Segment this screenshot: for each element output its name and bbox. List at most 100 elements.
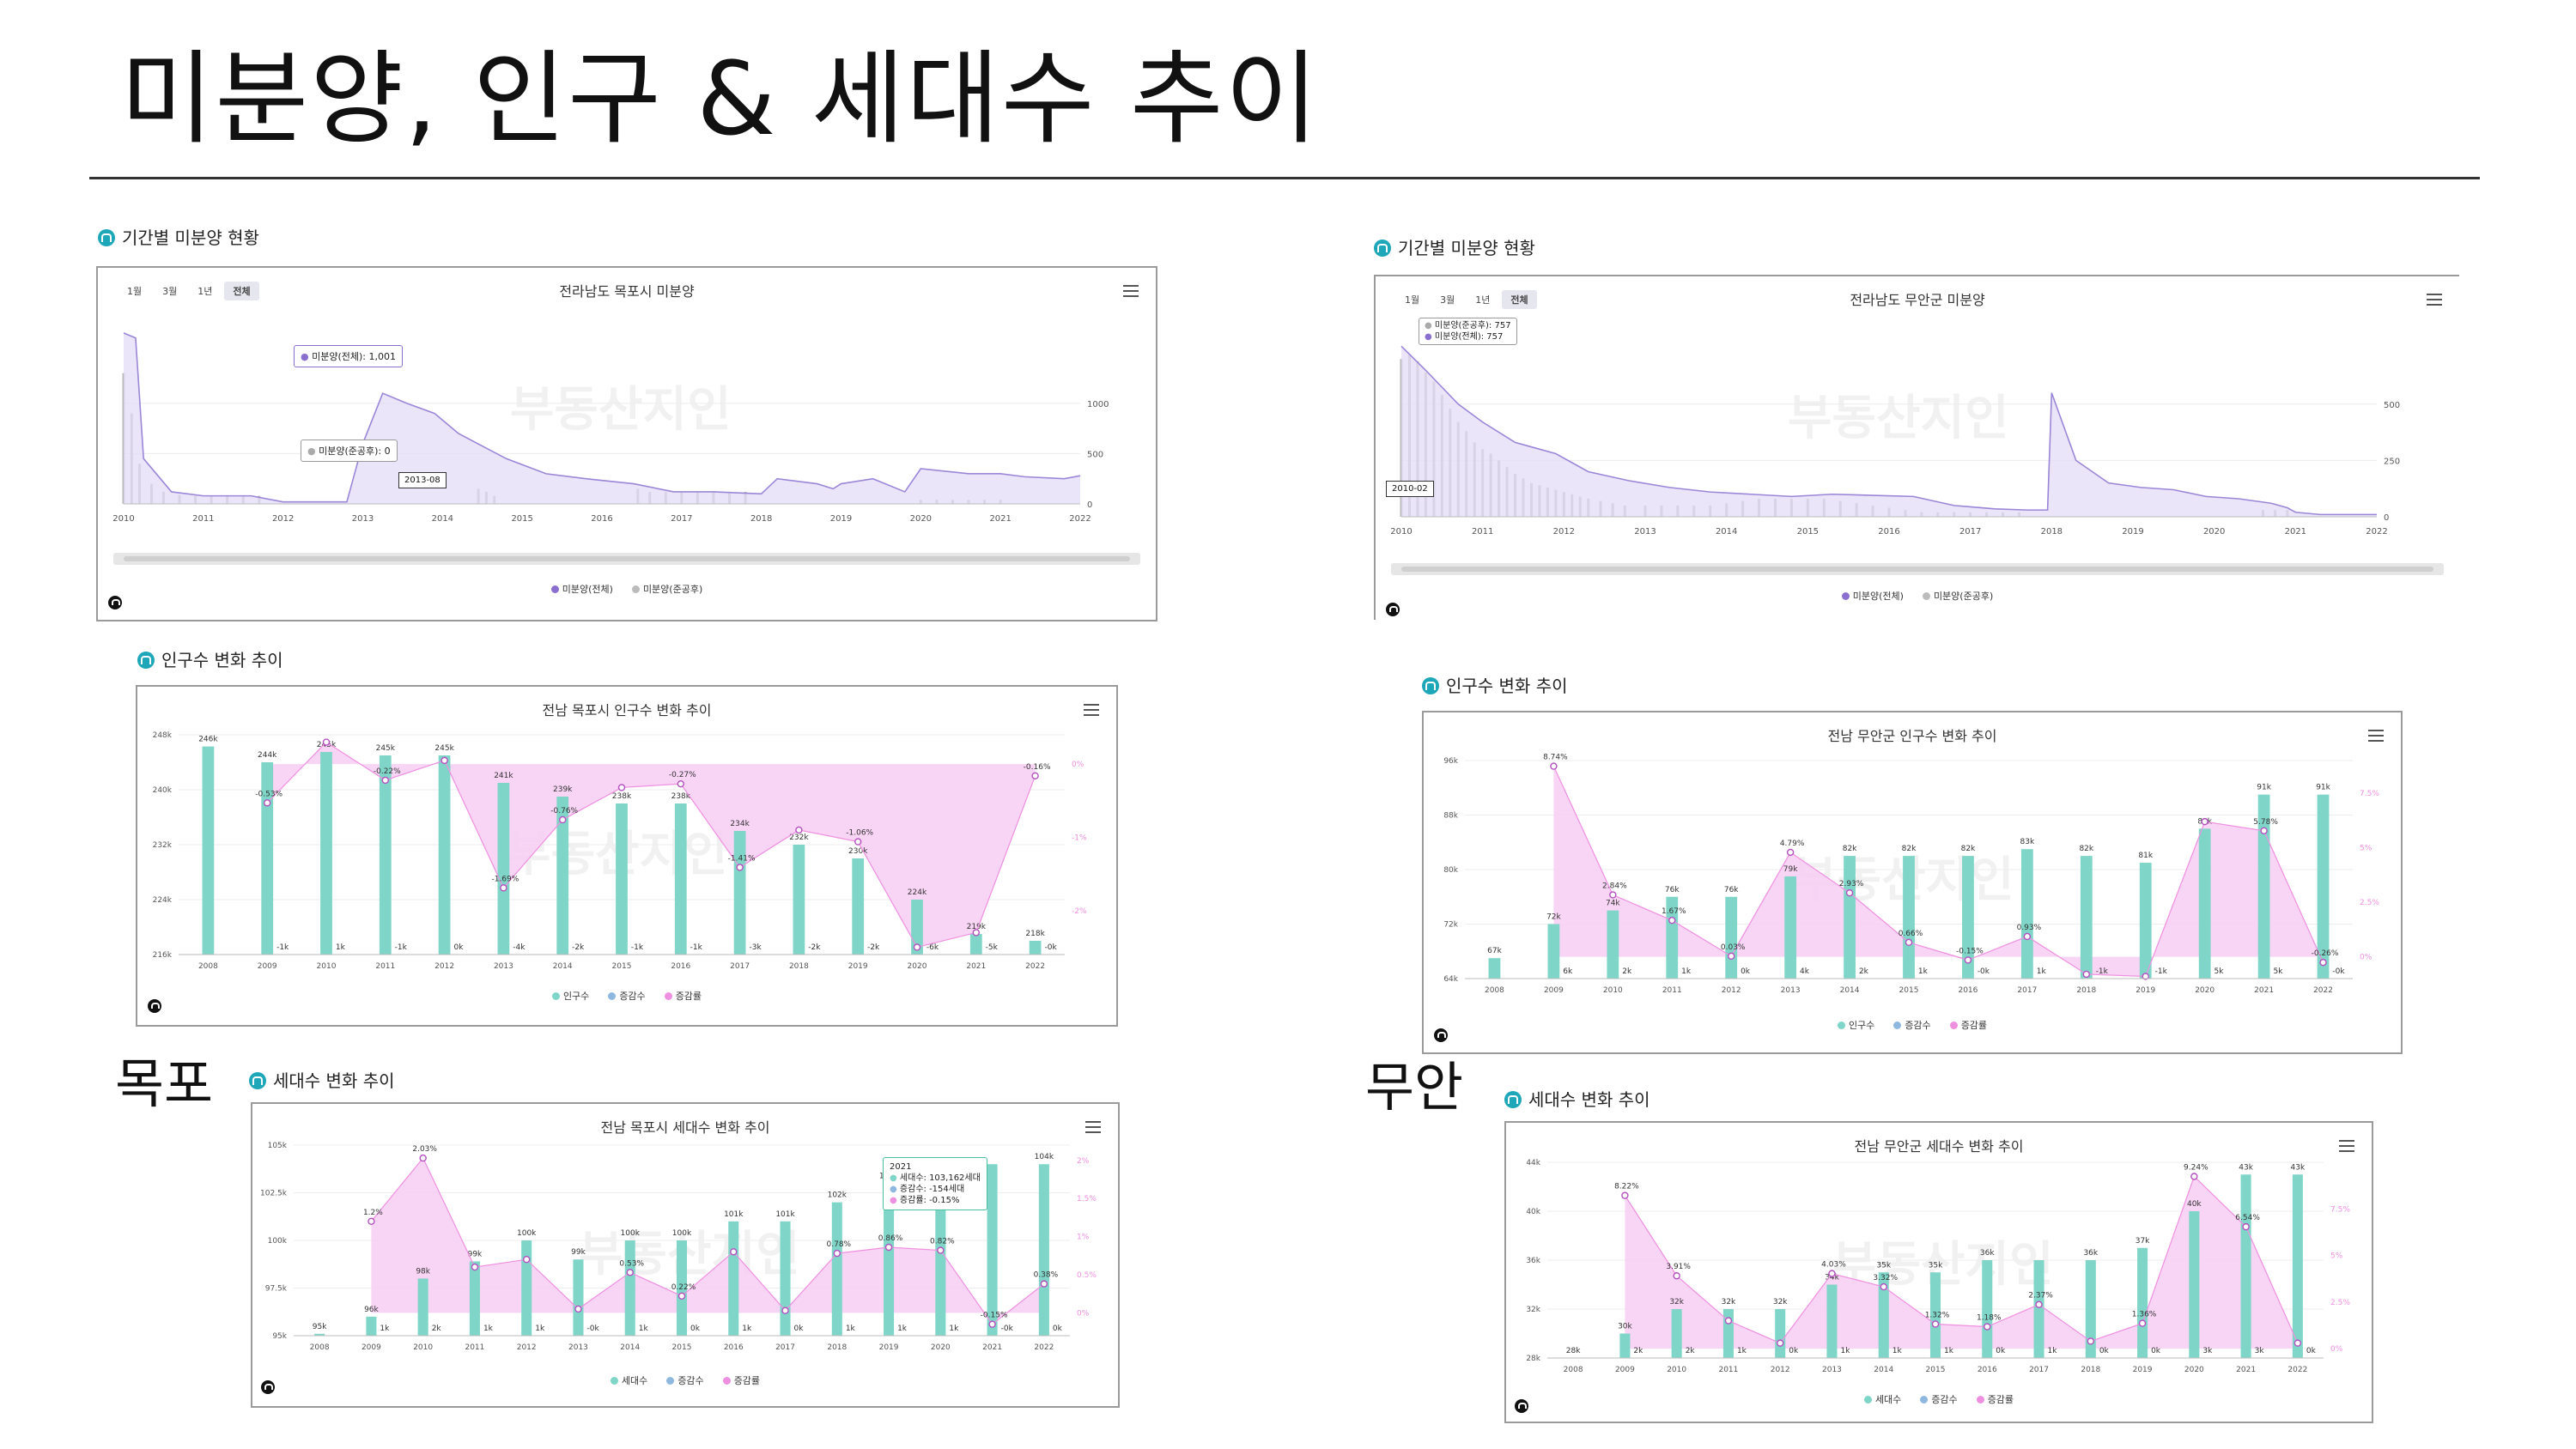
bar-data-label: 101k: [724, 1210, 744, 1219]
x-tick-label: 2021: [2236, 1366, 2256, 1374]
bar: [417, 1278, 428, 1336]
legend-item[interactable]: 미분양(준공후): [631, 582, 702, 596]
rate-data-label: -0.16%: [1024, 763, 1051, 772]
y-tick-label: 102.5k: [260, 1190, 288, 1198]
x-tick-label: 2012: [1553, 527, 1575, 537]
rate-data-label: 0.93%: [2017, 924, 2042, 932]
x-tick-label: 2014: [1840, 986, 1860, 995]
x-tick-label: 2011: [465, 1343, 484, 1352]
legend-item[interactable]: 미분양(전체): [550, 582, 613, 596]
menu-icon[interactable]: [2339, 1140, 2354, 1152]
bar: [852, 858, 865, 955]
legend-item[interactable]: 증감수: [1893, 1018, 1931, 1032]
rate-point: [1728, 952, 1735, 961]
chart-title: 전남 목포시 인구수 변화 추이: [542, 702, 712, 718]
legend-item[interactable]: 증감수: [1920, 1392, 1958, 1406]
rate-point: [2035, 1300, 2043, 1308]
legend-item[interactable]: 미분양(전체): [1841, 589, 1904, 603]
rate-point: [1828, 1270, 1836, 1277]
range-button-1y[interactable]: 1년: [1475, 294, 1491, 306]
x-tick-label: 2011: [1662, 986, 1682, 995]
bar: [2198, 828, 2211, 979]
chart-svg: 500 250 0 2010 2011 2012 2013 2014 2015 2016 2017 2…: [1390, 345, 2400, 537]
home-icon: [98, 229, 115, 246]
bar-data-label: 43k: [2239, 1163, 2253, 1172]
range-button-3m[interactable]: 3월: [162, 286, 178, 297]
y2-tick-label: -2%: [1072, 907, 1087, 916]
range-button-1m[interactable]: 1월: [1405, 294, 1420, 306]
y-tick-label: 240k: [153, 786, 173, 795]
x-tick-label: 2017: [775, 1343, 795, 1352]
bar-data-label: 101k: [775, 1210, 795, 1219]
menu-icon[interactable]: [1085, 1121, 1101, 1133]
menu-icon[interactable]: [2427, 294, 2442, 306]
y-tick-label: 88k: [1443, 812, 1458, 821]
chart-legend: 미분양(전체) 미분양(준공후): [98, 582, 1156, 596]
bar: [1725, 896, 1738, 979]
range-button-all[interactable]: 전체: [224, 282, 259, 300]
rate-data-label: 0.66%: [1899, 930, 1923, 938]
x-tick-label: 2011: [375, 962, 395, 971]
bar: [2257, 794, 2270, 979]
menu-icon[interactable]: [2368, 730, 2384, 742]
tooltip-total: ● 미분양(전체): 1,001: [294, 345, 403, 367]
legend-item[interactable]: 증감률: [1976, 1392, 2014, 1406]
bar: [1903, 856, 1915, 979]
y2-tick-label: 7.5%: [2330, 1205, 2350, 1214]
y2-tick-label: 5%: [2330, 1252, 2343, 1261]
range-button-3m[interactable]: 3월: [1440, 294, 1455, 306]
x-tick-label: 2020: [2195, 986, 2215, 995]
x-tick-label: 2017: [2017, 986, 2037, 995]
legend-item[interactable]: 미분양(준공후): [1922, 589, 1993, 603]
x-tick-label: 2012: [1722, 986, 1741, 995]
legend-item[interactable]: 증감률: [664, 989, 702, 1003]
legend-item[interactable]: 인구수: [551, 989, 589, 1003]
x-tick-label: 2013: [352, 514, 374, 524]
x-tick-label: 2016: [724, 1343, 744, 1352]
range-button-1m[interactable]: 1월: [127, 286, 143, 297]
legend-item[interactable]: 증감수: [608, 989, 646, 1003]
rate-data-label: 1.67%: [1662, 907, 1686, 916]
legend-item[interactable]: 증감수: [666, 1373, 704, 1387]
range-button-all[interactable]: 전체: [1502, 290, 1537, 309]
section-house-mokpo: 세대수 변화 추이: [249, 1070, 395, 1092]
menu-icon[interactable]: [1084, 704, 1099, 716]
bar-data-label: 104k: [1035, 1153, 1054, 1161]
x-tick-label: 2017: [671, 514, 692, 524]
bar-data-label: 102k: [828, 1191, 848, 1200]
range-button-1y[interactable]: 1년: [197, 286, 213, 297]
legend-item[interactable]: 증감률: [1949, 1018, 1987, 1032]
legend-item[interactable]: 증감률: [722, 1373, 760, 1387]
change-label: -1k: [2155, 967, 2168, 976]
legend-item[interactable]: 세대수: [610, 1373, 647, 1387]
bar: [556, 797, 569, 955]
bar: [2292, 1174, 2303, 1358]
bar-data-label: 36k: [1980, 1249, 1995, 1258]
rate-data-label: 2.84%: [1602, 882, 1627, 890]
chart-legend: 세대수 증감수 증감률: [1506, 1392, 2372, 1406]
rate-point: [2242, 1222, 2250, 1231]
bar-data-label: 28k: [1566, 1347, 1581, 1355]
change-label: -0k: [586, 1325, 599, 1333]
bar-data-label: 234k: [730, 820, 750, 828]
change-label: -1k: [276, 943, 289, 952]
legend-item[interactable]: 인구수: [1837, 1018, 1874, 1032]
rate-area: [1625, 1176, 2298, 1349]
rate-point: [2138, 1319, 2147, 1327]
rate-data-label: 1.32%: [1925, 1311, 1950, 1319]
rate-area: [267, 742, 1036, 948]
change-label: 5k: [2273, 967, 2283, 976]
menu-icon[interactable]: [1123, 285, 1139, 297]
bar-data-label: 82k: [1902, 845, 1917, 853]
range-scrollbar[interactable]: [1391, 563, 2444, 575]
y-tick-label: 80k: [1443, 866, 1458, 875]
change-label: 2k: [1686, 1347, 1696, 1355]
bar-data-label: 224k: [908, 888, 927, 897]
y-tick-label: 96k: [1443, 757, 1458, 766]
bar: [1844, 856, 1856, 979]
legend-item[interactable]: 세대수: [1863, 1392, 1901, 1406]
change-label: 0k: [2306, 1347, 2317, 1355]
y-tick-label: 216k: [153, 951, 173, 960]
bar: [1826, 1284, 1838, 1358]
range-scrollbar[interactable]: [113, 553, 1140, 565]
